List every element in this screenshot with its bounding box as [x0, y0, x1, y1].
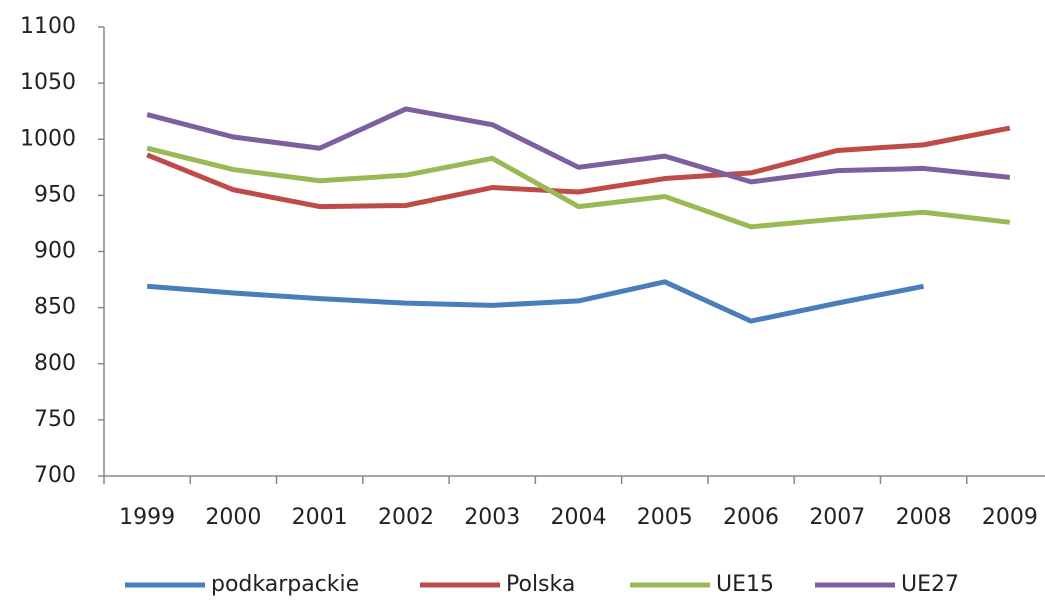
x-tick-label: 2009: [982, 505, 1038, 530]
x-tick-label: 2005: [637, 505, 693, 530]
y-tick-label: 700: [34, 463, 76, 488]
x-tick-label: 2000: [205, 505, 261, 530]
y-tick-label: 750: [34, 407, 76, 432]
y-tick-label: 800: [34, 351, 76, 376]
legend-label: podkarpackie: [211, 572, 359, 597]
legend-label: UE27: [901, 572, 959, 597]
series-line: [146, 125, 1011, 210]
y-tick-label: 1100: [20, 14, 76, 39]
x-tick-label: 2002: [378, 505, 434, 530]
y-tick-label: 950: [34, 182, 76, 207]
x-tick-label: 2003: [464, 505, 520, 530]
y-tick-label: 850: [34, 295, 76, 320]
y-tick-label: 900: [34, 239, 76, 264]
legend-label: Polska: [506, 572, 575, 597]
series-line: [146, 106, 1011, 185]
x-tick-label: 1999: [119, 505, 175, 530]
x-tick-label: 2004: [551, 505, 607, 530]
x-tick-label: 2008: [896, 505, 952, 530]
legend-label: UE15: [716, 572, 774, 597]
x-tick-label: 2006: [723, 505, 779, 530]
x-tick-label: 2001: [292, 505, 348, 530]
series-line: [146, 279, 925, 324]
series-line: [146, 145, 1011, 230]
y-tick-label: 1050: [20, 70, 76, 95]
y-tick-label: 1000: [20, 126, 76, 151]
x-tick-label: 2007: [809, 505, 865, 530]
